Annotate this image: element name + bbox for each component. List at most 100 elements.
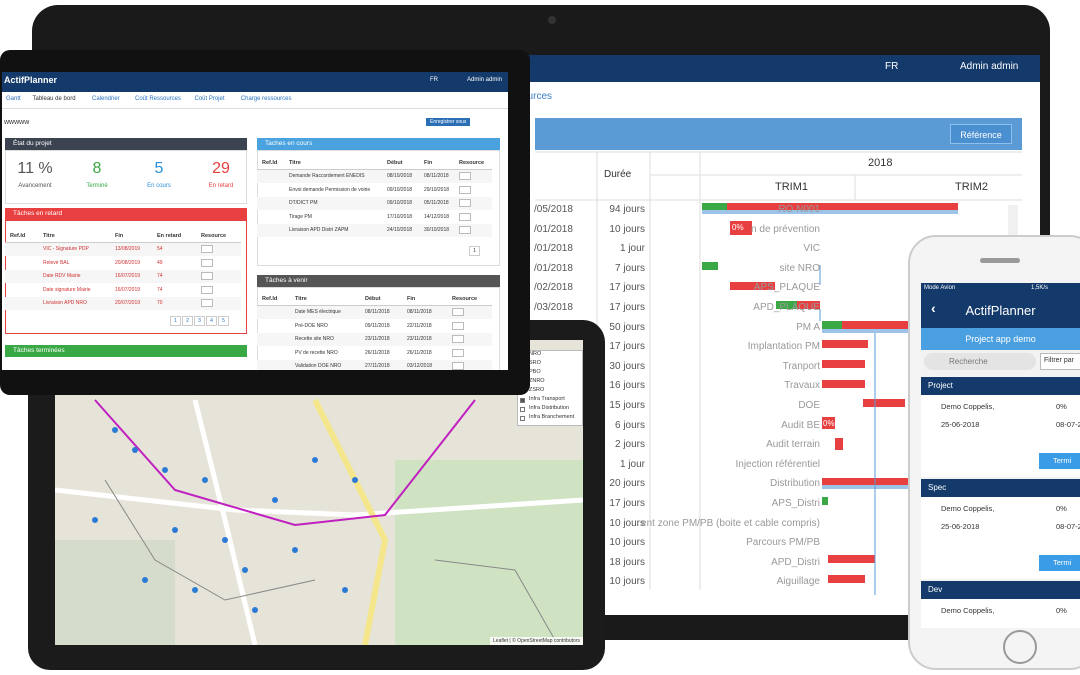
phone-home	[1003, 630, 1037, 664]
tabs-line	[2, 108, 508, 109]
resource-select	[452, 321, 464, 330]
row-start: /01/2018	[534, 262, 573, 274]
owner: Demo Coppelis,	[941, 606, 995, 615]
panel-header	[5, 208, 247, 220]
table-cell: Date MES électrique	[295, 309, 341, 315]
resource-select	[201, 258, 213, 267]
lang: FR	[430, 77, 438, 83]
panel-title: Tâches terminées	[13, 347, 65, 354]
table-cell: 22/11/2018	[407, 322, 432, 329]
table-cell: 16/07/2019	[115, 286, 141, 293]
table-cell: Validation DOE NRO	[295, 363, 342, 369]
row-start: /05/2018	[534, 204, 573, 215]
project-name: wwwww	[4, 119, 30, 126]
save-button[interactable]: Enregistrer sous	[426, 118, 471, 126]
row-bg	[257, 170, 492, 183]
layer-label: ZSRO	[529, 387, 545, 393]
page-button[interactable]: 4	[206, 316, 217, 326]
breadcrumb: ources	[522, 91, 553, 102]
layer-label: SRO	[529, 360, 541, 366]
table-cell: Envoi demande Permission de voirie	[289, 186, 371, 193]
resource-select	[459, 185, 471, 194]
table-cell: 30/10/2018	[424, 227, 450, 233]
phone-screen: Mode Avion 1,5K/s ‹ ActifPlanner Project app…	[921, 283, 1080, 628]
row-name: VIC	[803, 243, 820, 255]
row-name: Implantation PM	[747, 341, 820, 353]
start-date: 25-06-2018	[941, 420, 980, 429]
stat-label: En retard	[208, 183, 234, 189]
tab[interactable]: Coût Ressources	[135, 96, 182, 102]
brand: ActifPlanner	[4, 75, 58, 85]
attribution: Leaflet | © OpenStreetMap contributors	[490, 637, 583, 645]
page-button[interactable]: 3	[194, 316, 205, 326]
layer-checkbox[interactable]	[520, 398, 525, 403]
table-header: En retard	[157, 233, 182, 239]
table-cell: 74	[157, 286, 163, 293]
resource-select	[201, 299, 213, 307]
project-bar	[921, 328, 1080, 350]
row-name: APD_Distri	[771, 556, 820, 568]
progress: 0%	[1056, 504, 1067, 513]
panel-header	[257, 275, 500, 287]
row-duration: 10 jours	[609, 223, 645, 235]
layer-checkbox[interactable]	[520, 407, 525, 412]
row-duration: 1 jour	[619, 458, 645, 470]
row-name: Travaux	[784, 380, 820, 392]
resource-select	[452, 362, 464, 370]
user: Admin admin	[960, 61, 1019, 72]
table-cell: Recette site NRO	[295, 336, 334, 342]
header-line	[257, 169, 492, 170]
bar-label: 0%	[823, 419, 835, 428]
table-header: Fin	[424, 160, 433, 166]
reference-button[interactable]: Référence	[950, 124, 1012, 144]
layer-label: ZNRO	[529, 378, 545, 384]
table-cell: 27/11/2018	[365, 363, 390, 369]
tab[interactable]: Tableau de bord	[32, 96, 76, 102]
table-cell: 09/10/2018	[387, 200, 413, 206]
panel-title: État du projet	[13, 140, 52, 147]
end-date: 08-07-2	[1056, 522, 1080, 531]
table-cell: VIC - Signature PDP	[43, 246, 89, 252]
card-title: Dev	[928, 585, 943, 594]
search-placeholder: Recherche	[949, 357, 988, 366]
table-cell: 23/11/2018	[407, 336, 432, 342]
row-name: PM A	[796, 321, 820, 333]
row-name: ent zone PM/PB (boite et cable compris)	[641, 517, 820, 529]
page-button[interactable]: 1	[469, 246, 480, 256]
tab[interactable]: Coût Projet	[194, 96, 225, 102]
table-header: Fin	[407, 296, 416, 302]
row-name: APS_PLAQUE	[753, 282, 820, 294]
table-cell: DT/DICT PM	[289, 200, 318, 206]
stat-value: 11 %	[17, 160, 53, 177]
panel-header	[257, 138, 500, 150]
lang: FR	[885, 61, 899, 72]
table-cell: 49	[157, 259, 163, 266]
layer-checkbox[interactable]	[520, 416, 525, 421]
table-cell: 09/11/2018	[365, 322, 390, 329]
owner: Demo Coppelis,	[941, 402, 995, 411]
page-button[interactable]: 5	[218, 316, 229, 326]
row-name: Injection référentiel	[735, 458, 821, 470]
laptop-camera	[548, 16, 556, 24]
table-cell: 05/11/2018	[424, 200, 449, 206]
page-button[interactable]: 2	[182, 316, 193, 326]
row-name: RO N001	[778, 204, 820, 215]
finish-button[interactable]: Termi	[1039, 555, 1080, 571]
row-duration: 7 jours	[614, 262, 645, 274]
table-header: Début	[387, 160, 403, 166]
panel-title: Taches en cours	[265, 140, 313, 147]
card-header	[921, 479, 1080, 497]
tab[interactable]: Gantt	[6, 96, 21, 102]
layer-label: Infra Transport	[529, 396, 565, 402]
table-cell: 29/10/2018	[424, 186, 450, 193]
row-duration: 10 jours	[609, 517, 645, 529]
row-duration: 50 jours	[609, 321, 645, 333]
row-start: /02/2018	[534, 282, 573, 294]
row-duration: 1 jour	[619, 243, 645, 255]
finish-button[interactable]: Termi	[1039, 453, 1080, 469]
duration-header: Durée	[604, 169, 632, 180]
page-button[interactable]: 1	[170, 316, 181, 326]
tab[interactable]: Charge ressources	[240, 96, 292, 102]
table-cell: 54	[157, 246, 163, 252]
tab[interactable]: Calendrier	[92, 96, 120, 102]
